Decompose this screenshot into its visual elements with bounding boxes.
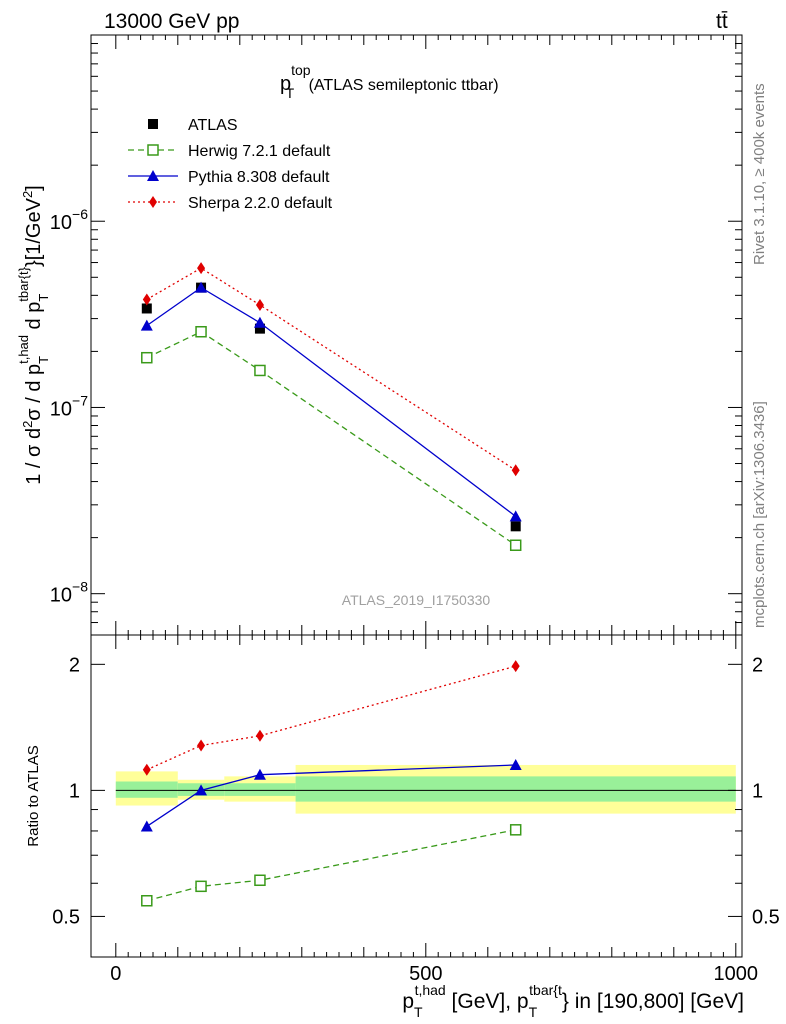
main-pythia-point (195, 281, 208, 293)
main-herwig-line (146, 331, 517, 546)
main-atlas-point (141, 303, 152, 314)
main-title-sub: T (286, 85, 295, 101)
legend-pythia-label: Pythia 8.308 default (188, 169, 330, 186)
legend-atlas-marker (148, 119, 158, 129)
main-herwig-point (509, 539, 522, 552)
ratio-herwig-point (254, 874, 266, 887)
main-plot-area (140, 262, 522, 552)
ratio-uncertainty-bands (115, 764, 736, 814)
legend-sherpa-label: Sherpa 2.2.0 default (188, 195, 333, 212)
analysis-watermark: ATLAS_2019_I1750330 (342, 592, 491, 608)
ratio-herwig-point (141, 895, 153, 907)
main-pythia-line (146, 286, 517, 517)
main-title-rest: (ATLAS semileptonic ttbar) (304, 77, 498, 94)
ratio-y-tick-label-right: 1 (752, 780, 763, 802)
legend-herwig-label: Herwig 7.2.1 default (188, 143, 331, 160)
ratio-panel: 2 2 1 1 0.5 0.5 0 500 1000 (52, 634, 780, 985)
legend-atlas-label: ATLAS (188, 117, 238, 134)
legend: ATLAS Herwig 7.2.1 default Pythia 8.308 de… (128, 117, 333, 212)
ratio-pythia-point (253, 768, 266, 780)
main-title: ptop T (ATLAS semileptonic ttbar) (280, 62, 499, 101)
main-sherpa-point (255, 298, 264, 311)
main-y-tick-label: 10−8 (50, 579, 88, 607)
ratio-band-inner (295, 776, 736, 802)
ratio-plot-area (140, 660, 522, 907)
main-atlas-point (254, 323, 265, 334)
ratio-herwig-line (146, 829, 516, 902)
main-sherpa-point (142, 293, 151, 306)
main-herwig-point (141, 351, 153, 364)
ratio-herwig-point (509, 824, 522, 836)
main-y-tick-label: 10−7 (50, 392, 88, 420)
ratio-y-tick-label-right: 0.5 (752, 906, 780, 928)
ratio-pythia-point (195, 784, 208, 796)
ratio-sherpa-point (197, 739, 206, 752)
main-y-axis-label: 1 / σ d2σ / d pTt,had d pTtbar{t}}[1/GeV… (16, 185, 51, 485)
ratio-band-inner (115, 781, 178, 798)
main-pythia-point (509, 510, 522, 522)
ratio-band-inner (224, 783, 296, 796)
ratio-sherpa-point (255, 729, 264, 742)
ratio-panel-frame (90, 634, 743, 958)
ratio-sherpa-line (146, 665, 516, 771)
ratio-y-tick-label: 2 (69, 654, 80, 676)
rivet-label: Rivet 3.1.10, ≥ 400k events (751, 83, 768, 265)
main-x-ticks (115, 35, 737, 635)
main-y-tick-label: 10−6 (50, 206, 88, 234)
x-tick-label: 500 (409, 963, 442, 985)
main-pythia-point (140, 319, 153, 331)
ratio-sherpa-point (142, 763, 151, 776)
legend-herwig-marker (147, 144, 159, 156)
main-pythia-point (253, 316, 266, 328)
x-tick-label: 1000 (714, 963, 759, 985)
main-title-sup: top (291, 62, 311, 78)
main-herwig-point (254, 364, 266, 377)
ratio-pythia-point (509, 758, 522, 770)
process-label: tt̄ (716, 10, 728, 33)
legend-sherpa-marker (149, 196, 157, 208)
ratio-x-ticks (115, 635, 737, 957)
energy-label: 13000 GeV pp (104, 10, 239, 33)
mcplots-label: mcplots.cern.ch [arXiv:1306.3436] (751, 401, 768, 628)
main-sherpa-line (146, 267, 517, 471)
main-atlas-point (510, 521, 521, 532)
main-title-p: p (280, 73, 291, 95)
ratio-herwig-point (195, 880, 207, 893)
main-sherpa-point (511, 464, 520, 477)
ratio-y-ticks: 2 2 1 1 0.5 0.5 0 500 1000 (52, 654, 780, 985)
main-sherpa-point (197, 262, 206, 275)
x-tick-label: 0 (110, 963, 121, 985)
ratio-y-axis-label: Ratio to ATLAS (25, 745, 42, 846)
legend-pythia-marker (147, 170, 159, 181)
ratio-pythia-point (140, 820, 153, 832)
ratio-pythia-line (146, 764, 516, 828)
main-herwig-point (195, 325, 207, 338)
ratio-y-tick-label: 0.5 (52, 906, 80, 928)
x-axis-label: pTt,had [GeV], pTtbar{t} in [190,800] [G… (402, 982, 744, 1020)
ratio-sherpa-point (511, 660, 520, 673)
ratio-y-tick-label-right: 2 (752, 654, 763, 676)
ratio-y-tick-label: 1 (69, 780, 80, 802)
